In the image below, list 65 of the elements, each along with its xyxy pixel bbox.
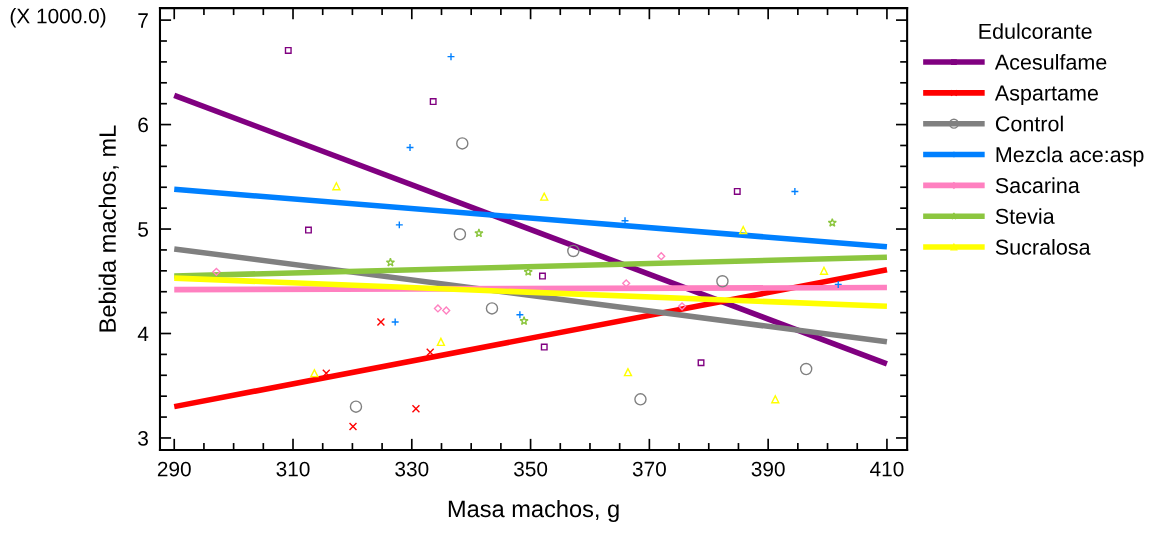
point: [349, 400, 363, 413]
y-axis-title: Bebida machos, mL: [98, 125, 119, 332]
legend-label: Sacarina: [995, 177, 1080, 194]
x-tick-label: 290: [157, 461, 191, 477]
point: [540, 343, 548, 351]
point: [819, 266, 829, 275]
point: [212, 267, 221, 277]
point: [453, 228, 467, 241]
point: [348, 422, 358, 431]
point: [677, 302, 687, 311]
x-tick-label: 310: [276, 461, 310, 477]
point: [405, 143, 415, 152]
point: [304, 226, 312, 234]
point: [429, 98, 437, 106]
point: [411, 404, 421, 413]
y-tick-label: 3: [138, 430, 148, 446]
y-tick-label: 5: [138, 222, 148, 237]
point: [771, 395, 780, 404]
x-tick-label: 370: [632, 461, 666, 477]
point: [799, 362, 813, 376]
point: [634, 393, 647, 406]
point: [376, 317, 386, 327]
legend-label: Acesulfame: [994, 54, 1107, 70]
point: [485, 302, 499, 315]
y-tick-label: 6: [138, 117, 148, 133]
point: [433, 304, 443, 313]
point: [474, 228, 484, 238]
point: [540, 192, 549, 201]
point: [385, 257, 396, 267]
point: [827, 217, 837, 227]
point: [456, 137, 469, 150]
text: (X 1000.0): [10, 8, 106, 28]
x-tick-label: 330: [395, 461, 429, 477]
x-tick-label: 390: [751, 461, 785, 477]
point: [538, 272, 546, 280]
point: [446, 52, 456, 61]
legend-label: Control: [995, 115, 1063, 132]
legend-label: Sucralosa: [995, 238, 1091, 255]
point: [716, 275, 729, 288]
x-tick-label: 350: [514, 461, 548, 477]
point: [739, 225, 748, 235]
point: [442, 306, 451, 315]
y-tick-label: 7: [138, 13, 148, 28]
y-tick-label: 4: [137, 326, 149, 342]
legend-label: Mezcla ace:asp: [996, 146, 1144, 167]
point: [733, 187, 741, 195]
point: [284, 46, 292, 54]
point: [391, 317, 400, 327]
point: [395, 220, 404, 230]
point: [436, 337, 446, 347]
point: [426, 348, 435, 357]
point: [623, 367, 633, 377]
point: [697, 359, 705, 367]
point: [310, 369, 319, 378]
legend-label: Aspartame: [994, 85, 1098, 105]
point: [790, 187, 800, 196]
point: [515, 310, 525, 319]
legend-label: Stevia: [995, 208, 1055, 224]
point: [657, 252, 666, 261]
point: [567, 244, 580, 258]
legend-title: Edulcorante: [979, 23, 1092, 39]
point: [332, 182, 341, 191]
point: [519, 316, 529, 326]
x-tick-label: 410: [870, 461, 904, 477]
x-axis-title: Masa machos, g: [448, 499, 619, 522]
